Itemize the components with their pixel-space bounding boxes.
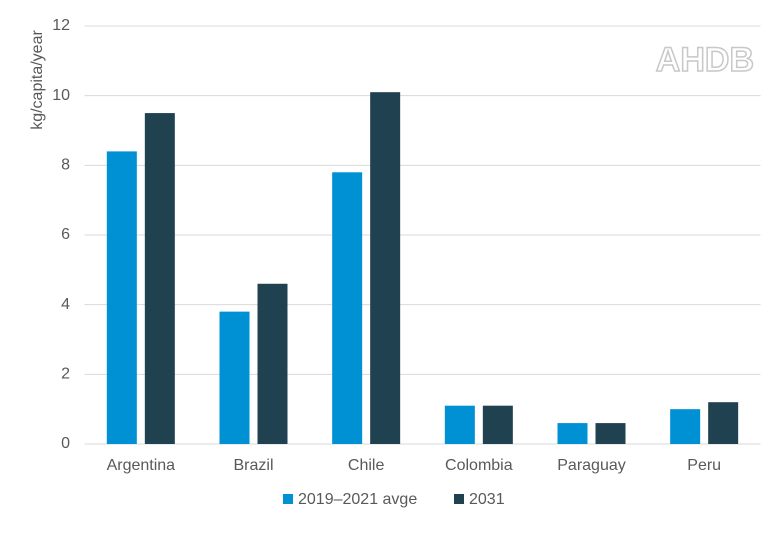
bar [257, 283, 288, 444]
y-tick-label: 10 [52, 87, 70, 104]
y-tick-label: 2 [61, 366, 70, 383]
bar [708, 402, 739, 444]
logo: AHDB [656, 41, 754, 79]
y-tick-label: 4 [61, 296, 70, 313]
legend-swatch [454, 494, 464, 504]
bar [557, 423, 588, 444]
bar [444, 405, 475, 444]
bar [332, 172, 363, 445]
y-tick-label: 8 [61, 157, 70, 174]
y-tick-label: 12 [52, 17, 70, 34]
bar [370, 92, 401, 444]
bar [106, 151, 137, 444]
x-tick-label: Argentina [107, 457, 176, 474]
y-tick-label: 0 [61, 435, 70, 452]
bar [482, 405, 513, 444]
bar [670, 409, 701, 444]
legend-label: 2019–2021 avge [298, 491, 417, 508]
x-tick-label: Paraguay [557, 457, 626, 474]
x-tick-label: Brazil [233, 457, 273, 474]
x-tick-label: Chile [348, 457, 385, 474]
bar [595, 423, 626, 444]
y-axis-label: kg/capita/year [29, 30, 46, 130]
legend-swatch [283, 494, 293, 504]
bar [144, 113, 175, 444]
y-tick-label: 6 [61, 226, 70, 243]
x-tick-label: Colombia [445, 457, 513, 474]
x-tick-label: Peru [687, 457, 721, 474]
legend-label: 2031 [469, 491, 505, 508]
bar [219, 311, 250, 444]
